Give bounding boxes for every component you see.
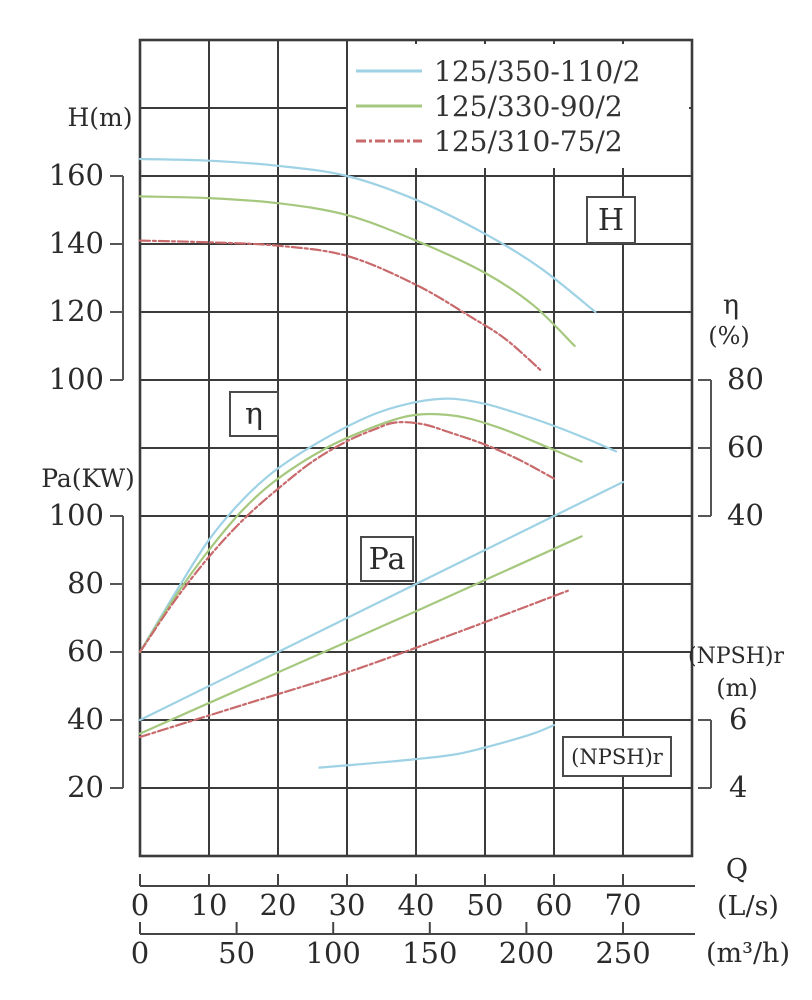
q-ls-tick-0: 0: [130, 888, 150, 922]
npshr-tick-4: 4: [729, 770, 748, 804]
q-ls-tick-40: 40: [397, 888, 435, 922]
q-m3h-tick-100: 100: [305, 936, 361, 970]
curve-label-npshr: (NPSH)r: [562, 736, 672, 777]
npshr-axis-unit: (m): [716, 674, 758, 702]
curve-eta-125-350-110-2: [138, 397, 618, 654]
npshr-tick-6: 6: [729, 702, 748, 736]
q-m3h-tick-200: 200: [498, 936, 555, 970]
h-tick-120: 120: [48, 294, 104, 328]
h-tick-140: 140: [48, 226, 104, 260]
npshr-axis-title: (NPSH)r: [688, 644, 784, 669]
q-ls-tick-20: 20: [259, 888, 297, 922]
curve-eta-125-330-90-2: [138, 412, 583, 654]
pa-tick-60: 60: [67, 634, 104, 668]
pa-axis-title: Pa(KW): [41, 464, 135, 493]
curve-h-125-330-90-2: [138, 195, 576, 348]
curve-label-h: H: [586, 196, 636, 244]
h-tick-160: 160: [48, 158, 104, 192]
pa-tick-40: 40: [67, 702, 104, 736]
curve-pa-125-330-90-2: [138, 535, 583, 735]
legend-label: 125/310-75/2: [434, 124, 623, 158]
legend-swatch-line: [356, 69, 422, 73]
legend-label: 125/350-110/2: [434, 54, 641, 88]
q-axis-unit-ls: (L/s): [717, 891, 779, 922]
pa-tick-20: 20: [67, 770, 104, 804]
legend: 125/350-110/2 125/330-90/2 125/310-75/2: [348, 44, 689, 168]
curve-label-eta: η: [229, 391, 279, 437]
legend-item: 125/330-90/2: [348, 90, 689, 123]
eta-tick-60: 60: [727, 430, 764, 464]
q-ls-tick-10: 10: [190, 888, 228, 922]
eta-axis-title: η: [722, 290, 740, 321]
legend-swatch-line: [356, 104, 422, 108]
pa-tick-100: 100: [48, 498, 104, 532]
q-axis-title: Q: [725, 854, 749, 885]
curve-npshr-125-350-110-2: [318, 724, 556, 769]
pa-tick-80: 80: [67, 566, 104, 600]
eta-tick-80: 80: [727, 362, 764, 396]
curve-h-125-310-75-2: [138, 239, 542, 371]
curve-pa-125-310-75-2: [138, 589, 569, 739]
q-axis-unit-m3h: (m³/h): [706, 938, 790, 969]
legend-label: 125/330-90/2: [434, 89, 623, 123]
h-tick-100: 100: [48, 362, 104, 396]
q-m3h-tick-50: 50: [218, 936, 256, 970]
q-ls-tick-30: 30: [328, 888, 366, 922]
q-m3h-tick-0: 0: [130, 936, 150, 970]
q-m3h-tick-250: 250: [595, 936, 651, 970]
curve-pa-125-350-110-2: [138, 480, 625, 722]
curve-h-125-350-110-2: [138, 157, 597, 314]
legend-item: 125/350-110/2: [348, 55, 689, 88]
eta-tick-40: 40: [727, 498, 764, 532]
q-ls-tick-60: 60: [535, 888, 573, 922]
h-axis-title: H(m): [67, 103, 133, 132]
curve-eta-125-310-75-2: [138, 421, 556, 654]
plot-border: [138, 38, 694, 858]
legend-swatch-line: [356, 139, 422, 143]
q-m3h-tick-150: 150: [402, 936, 458, 970]
legend-item: 125/310-75/2: [348, 125, 689, 158]
eta-axis-unit: (%): [708, 322, 750, 350]
q-ls-tick-50: 50: [466, 888, 504, 922]
curve-label-pa: Pa: [360, 536, 414, 582]
q-ls-tick-70: 70: [604, 888, 642, 922]
